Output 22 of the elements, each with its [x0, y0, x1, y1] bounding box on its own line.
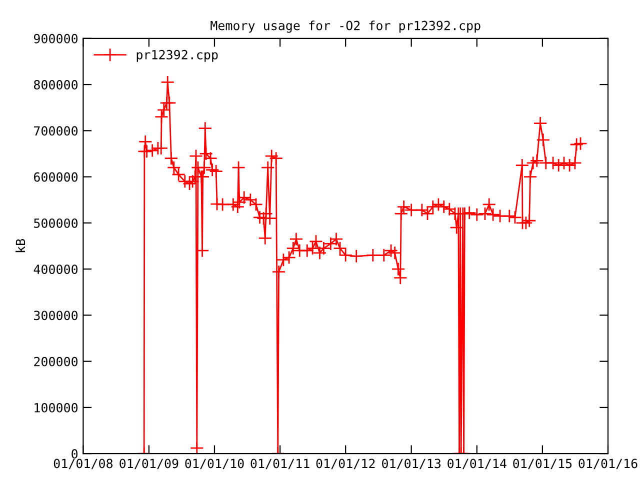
y-tick-label: 0 [72, 449, 78, 459]
x-tick-label: 01/01/12 [316, 458, 375, 470]
y-tick-label: 700000 [34, 126, 78, 136]
x-tick-label: 01/01/13 [382, 458, 440, 470]
y-tick-label: 200000 [34, 356, 78, 366]
x-tick-label: 01/01/16 [578, 458, 638, 470]
y-tick-label: 100000 [34, 402, 78, 412]
chart-title: Memory usage for -O2 for pr12392.cpp [210, 20, 480, 33]
x-tick-label: 01/01/09 [120, 458, 178, 470]
legend-label: pr12392.cpp [136, 50, 218, 62]
x-tick-label: 01/01/14 [448, 458, 506, 470]
x-tick-label: 01/01/11 [250, 458, 310, 470]
y-axis-title: kB [16, 239, 26, 252]
y-tick-label: 500000 [34, 218, 78, 228]
y-tick-label: 400000 [34, 264, 78, 274]
x-tick-label: 01/01/10 [185, 458, 244, 470]
y-tick-label: 600000 [34, 172, 78, 182]
x-tick-label: 01/01/15 [513, 458, 572, 470]
x-tick-label: 01/01/08 [54, 458, 113, 470]
y-tick-label: 800000 [34, 80, 78, 90]
y-tick-label: 900000 [34, 34, 78, 44]
y-tick-label: 300000 [34, 310, 78, 320]
